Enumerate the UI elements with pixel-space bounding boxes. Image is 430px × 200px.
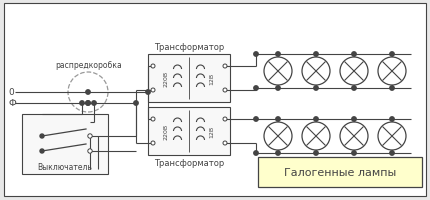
Circle shape	[276, 117, 280, 122]
Text: Трансформатор: Трансформатор	[154, 158, 224, 167]
Circle shape	[151, 117, 155, 121]
Circle shape	[390, 117, 394, 122]
Circle shape	[378, 122, 406, 150]
Text: Выключатель: Выключатель	[37, 162, 92, 171]
Circle shape	[151, 141, 155, 145]
Circle shape	[352, 53, 356, 57]
Circle shape	[223, 141, 227, 145]
Circle shape	[151, 65, 155, 69]
Circle shape	[92, 101, 96, 106]
Circle shape	[352, 151, 356, 155]
Text: 0: 0	[8, 88, 14, 97]
Circle shape	[378, 58, 406, 86]
Circle shape	[264, 122, 292, 150]
Circle shape	[340, 58, 368, 86]
Circle shape	[254, 86, 258, 91]
Text: 220В: 220В	[163, 71, 169, 87]
Text: 220В: 220В	[163, 123, 169, 139]
Circle shape	[40, 134, 44, 138]
Text: Трансформатор: Трансформатор	[154, 43, 224, 52]
Circle shape	[134, 101, 138, 106]
Circle shape	[80, 101, 84, 106]
Circle shape	[314, 151, 318, 155]
Circle shape	[352, 86, 356, 91]
Circle shape	[264, 58, 292, 86]
Circle shape	[352, 117, 356, 122]
Text: 12В: 12В	[209, 125, 215, 137]
Circle shape	[390, 86, 394, 91]
Circle shape	[276, 53, 280, 57]
Circle shape	[86, 101, 90, 106]
Bar	[258, 157, 422, 187]
Circle shape	[254, 117, 258, 122]
Circle shape	[314, 53, 318, 57]
Circle shape	[254, 151, 258, 155]
Circle shape	[86, 90, 90, 95]
Circle shape	[302, 58, 330, 86]
Text: 12В: 12В	[209, 73, 215, 85]
Text: Галогенные лампы: Галогенные лампы	[284, 167, 396, 177]
Circle shape	[340, 122, 368, 150]
Circle shape	[88, 149, 92, 153]
Circle shape	[86, 101, 90, 106]
Circle shape	[314, 86, 318, 91]
Circle shape	[390, 53, 394, 57]
Circle shape	[223, 89, 227, 93]
Bar	[22, 114, 108, 174]
Bar	[148, 107, 230, 155]
Circle shape	[254, 53, 258, 57]
Circle shape	[223, 117, 227, 121]
Circle shape	[223, 65, 227, 69]
Circle shape	[302, 122, 330, 150]
Bar	[148, 55, 230, 102]
Circle shape	[390, 151, 394, 155]
Text: распредкоробка: распредкоробка	[55, 61, 123, 70]
Circle shape	[276, 86, 280, 91]
Circle shape	[40, 149, 44, 153]
Text: Ф: Ф	[8, 99, 16, 108]
Circle shape	[151, 89, 155, 93]
Circle shape	[88, 134, 92, 139]
Circle shape	[146, 90, 150, 95]
Circle shape	[276, 151, 280, 155]
Circle shape	[314, 117, 318, 122]
